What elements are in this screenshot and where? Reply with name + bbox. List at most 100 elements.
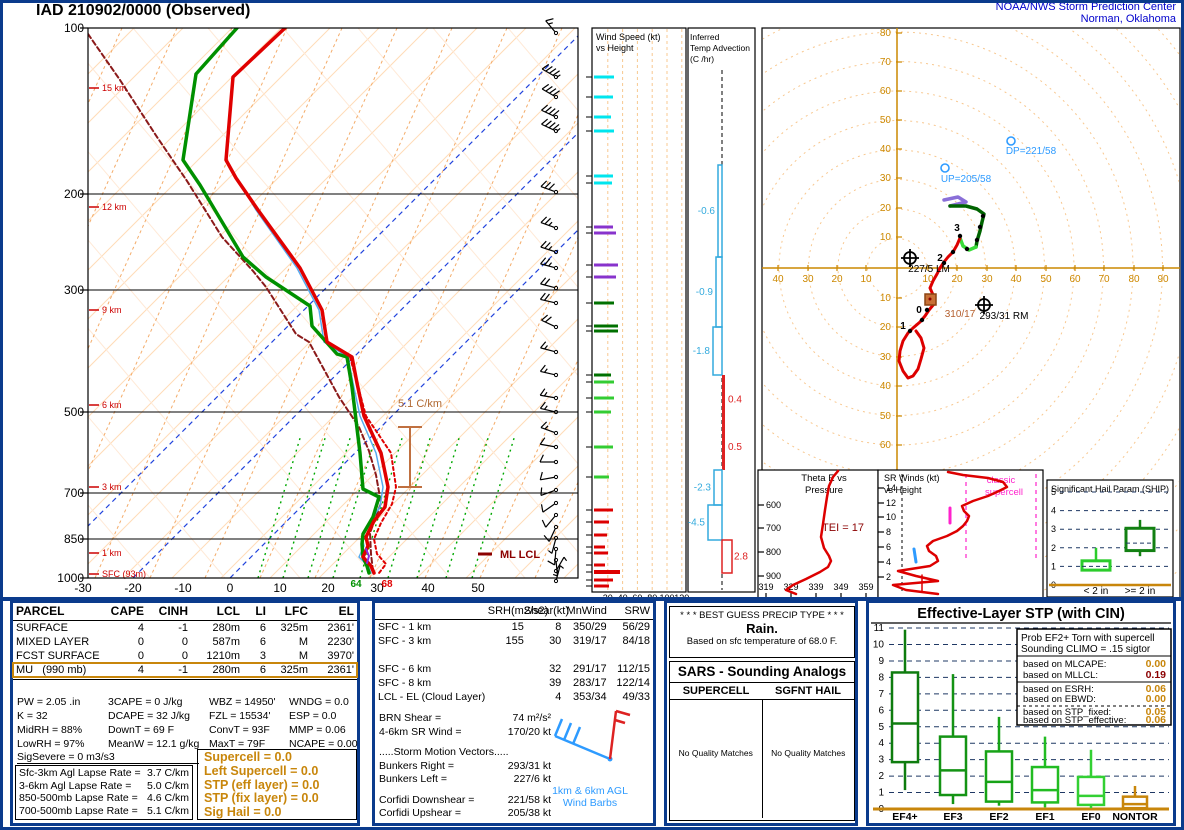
barb-staff	[541, 88, 555, 97]
barb-staff	[541, 68, 555, 77]
stp-box	[938, 735, 968, 797]
parcel-header: EL	[338, 604, 354, 618]
mnwind-value: 319/17	[572, 635, 607, 647]
barb-station	[553, 487, 559, 493]
ship-y-label: 2	[1051, 543, 1056, 553]
ship-y-label: 4	[1051, 506, 1056, 516]
agency-header: NOAA/NWS Storm Prediction Center Norman,…	[996, 1, 1176, 25]
index-value: LowRH = 97%	[17, 738, 85, 750]
parcel-cell: MU (990 mb)	[16, 664, 87, 676]
barb-staff	[540, 426, 555, 433]
motion-label: Bunkers Left =	[379, 773, 447, 785]
indices-column: WNDG = 0.0 ESP = 0.0 MMP = 0.06 NCAPE = 0.0…	[289, 695, 358, 751]
isotherm	[88, 28, 380, 320]
srh-layer-name: LCL - EL (Cloud Layer)	[378, 691, 486, 703]
pressure-label: 1000	[57, 571, 84, 585]
barb-station	[553, 349, 559, 355]
barb-station	[553, 225, 559, 231]
parcel-row: MIXED LAYER 0 0 587m 6 M 2230'	[13, 635, 357, 649]
wind-speed-bar	[594, 545, 605, 549]
hodo-axis-label: 20	[831, 274, 843, 285]
storm-motion-marker	[1006, 136, 1016, 146]
barb-feather	[540, 240, 547, 248]
srw-value: 84/18	[622, 635, 650, 647]
mnwind-value: 283/17	[572, 677, 607, 689]
marker-dot	[928, 297, 932, 301]
storm-motion-row: Corfidi Upshear = 205/38 kt	[375, 807, 551, 821]
sars-column-headers: SUPERCELL SGFNT HAIL	[670, 683, 854, 700]
barb-staff	[545, 516, 556, 528]
barb-staff	[541, 109, 555, 117]
stp-legend-row-value: 0.05	[1146, 706, 1167, 718]
hodo-axis-label: 30	[981, 274, 993, 285]
motion-label: Bunkers Right =	[379, 759, 454, 772]
wind-speed-bar	[594, 301, 614, 305]
sars-body: No Quality Matches No Quality Matches	[670, 700, 854, 818]
barb-feather	[552, 90, 560, 96]
stp-y-label: 4	[878, 738, 884, 749]
stp-y-label: 7	[878, 689, 884, 700]
adiabat	[132, 28, 578, 553]
pressure-label: 300	[64, 283, 84, 297]
barb-feather	[544, 181, 551, 189]
hodo-axis-label: 70	[1098, 274, 1110, 285]
wind-speed-panel: 20 40 60 80100120 Wind Speed (kt)vs Height	[586, 27, 689, 600]
barb-half-feather	[548, 550, 553, 554]
advection-value: 2.8	[734, 552, 748, 563]
precip-title: * * * BEST GUESS PRECIP TYPE * * *	[680, 610, 844, 621]
stp-legend-row-label: based on STP_fixed:	[1023, 707, 1111, 718]
barb-feather	[549, 68, 557, 74]
isotherm	[220, 220, 578, 578]
motion-label: .....Storm Motion Vectors.....	[379, 746, 509, 758]
parcel-cell: 0	[181, 650, 188, 662]
barb-staff	[540, 347, 555, 353]
dry-adiabat	[149, 28, 398, 578]
barb-station	[553, 474, 559, 480]
storm-motion-row: BRN Shear = 74 m²/s²	[375, 712, 551, 726]
barb-staff	[540, 283, 555, 289]
storm-motion-row: .....Storm Motion Vectors.....	[375, 746, 551, 760]
hodo-axis-label: 40	[772, 274, 784, 285]
srh-row: SFC - 3 km 155 30 319/17 84/18	[375, 634, 653, 648]
isotherm	[416, 416, 578, 578]
mnwind-value: 353/34	[572, 691, 607, 703]
wind-axis-label: 60	[632, 593, 642, 600]
theta-e-x-label: 349	[833, 582, 848, 592]
hodo-axis-label: 20	[880, 322, 892, 333]
sr-y-label: 10	[886, 512, 896, 522]
barb-station	[553, 409, 559, 415]
index-value: DownT = 69 F	[108, 724, 175, 736]
hodo-axis-label: 80	[880, 28, 892, 39]
hodo-axis-label: 40	[1010, 274, 1022, 285]
barb-station	[553, 189, 559, 195]
wind-speed-bar	[594, 563, 605, 567]
stp-box	[984, 750, 1014, 803]
hodo-axis-label: 20	[880, 203, 892, 214]
temperature-label: -30	[74, 581, 92, 595]
wind-speed-bar	[594, 275, 616, 279]
barb-half-feather	[552, 573, 558, 577]
wind-speed-bar	[594, 578, 613, 582]
hodo-axis-label: 50	[1040, 274, 1052, 285]
adiabat	[207, 28, 578, 465]
motion-label: BRN Shear =	[379, 712, 442, 724]
barb-staff	[541, 319, 555, 327]
barb-station	[553, 265, 559, 271]
barb-feather	[545, 18, 554, 22]
stp-legend-title: Prob EF2+ Torn with supercell	[1021, 633, 1155, 644]
barb-caption-line2: Wind Barbs	[562, 797, 618, 809]
parcel-cell: M	[298, 636, 308, 648]
parcel-cell: FCST SURFACE	[16, 650, 100, 662]
barb-half-feather	[544, 425, 549, 430]
dewpoint-curve	[181, 28, 381, 575]
index-value: MeanW = 12.1 g/kg	[108, 738, 200, 750]
lapse-rate-row: 3-6km Agl Lapse Rate = 5.0 C/km	[19, 780, 189, 793]
wind-barb-column	[539, 18, 568, 584]
theta-e-title: Pressure	[805, 485, 843, 496]
barb-station	[553, 324, 559, 330]
dry-adiabat	[424, 236, 578, 578]
parcel-cell: 280m	[212, 622, 240, 634]
barb-staff	[540, 246, 555, 252]
isotherm	[465, 465, 578, 578]
